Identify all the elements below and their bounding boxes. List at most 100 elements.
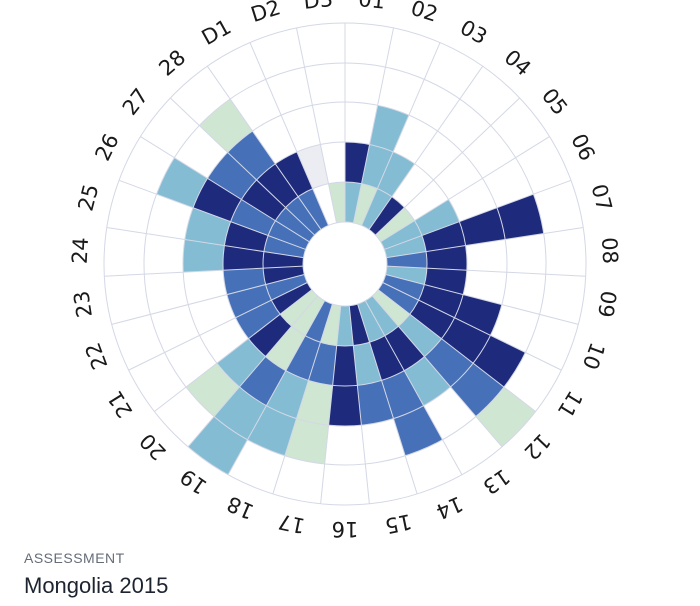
cell-16-ring-3 <box>328 385 362 426</box>
category-label-25: 25 <box>73 182 103 214</box>
cell-01-ring-1 <box>345 182 362 223</box>
category-label-21: 21 <box>103 386 138 421</box>
cell-09-ring-2 <box>424 268 467 295</box>
grid-spoke <box>118 179 306 250</box>
grid-spoke <box>364 300 463 475</box>
cell-25-ring-1 <box>263 235 306 258</box>
cell-07-ring-3 <box>459 207 506 246</box>
category-label-D3: D3 <box>302 0 334 14</box>
category-label-11: 11 <box>553 386 588 421</box>
category-label-08: 08 <box>597 237 622 265</box>
cell-02-ring-3 <box>369 105 409 152</box>
grid-spoke <box>249 42 329 226</box>
cell-10-ring-3 <box>454 294 502 336</box>
cell-17-ring-3 <box>296 380 333 426</box>
grid-spoke <box>169 97 315 236</box>
grid-spoke <box>382 282 562 371</box>
cell-11-ring-3 <box>441 317 491 364</box>
grid-spoke <box>154 289 313 412</box>
cell-24-ring-2 <box>222 245 264 271</box>
category-label-13: 13 <box>479 464 515 499</box>
grid-spoke <box>348 305 370 504</box>
grid-spoke <box>295 27 338 223</box>
cell-06-ring-1 <box>380 220 422 250</box>
category-label-20: 20 <box>135 429 171 465</box>
cell-10-ring-1 <box>382 274 425 301</box>
category-label-16: 16 <box>332 517 359 540</box>
category-label-D2: D2 <box>248 0 283 27</box>
cell-22-ring-1 <box>265 274 308 301</box>
grid-spoke <box>385 274 579 325</box>
cell-10-ring-2 <box>418 284 464 318</box>
cell-19-ring-3 <box>239 356 286 406</box>
cell-D1-ring-2 <box>275 151 313 197</box>
cell-19-ring-1 <box>291 295 325 336</box>
category-label-18: 18 <box>223 491 257 524</box>
cell-04-ring-1 <box>368 196 405 236</box>
category-label-01: 01 <box>357 0 386 14</box>
cell-11-ring-4 <box>473 335 526 388</box>
cell-18-ring-3 <box>266 370 309 419</box>
cell-26-ring-4 <box>156 157 208 208</box>
grid-spoke <box>368 65 484 230</box>
cell-09-ring-1 <box>385 266 427 285</box>
cell-12-ring-3 <box>424 338 474 387</box>
grid-spoke <box>371 295 503 448</box>
cell-27-ring-1 <box>275 207 315 242</box>
cell-28-ring-3 <box>227 131 276 180</box>
cell-17-ring-1 <box>320 304 341 346</box>
category-label-12: 12 <box>519 429 555 465</box>
cell-15-ring-1 <box>349 304 370 346</box>
grid-spoke <box>357 303 418 495</box>
cell-16-ring-1 <box>336 305 354 346</box>
cell-17-ring-2 <box>308 342 337 386</box>
cell-08-ring-2 <box>426 245 467 271</box>
cell-06-ring-2 <box>414 199 460 236</box>
grid-spoke <box>106 227 304 259</box>
cell-23-ring-1 <box>263 266 305 285</box>
cell-03-ring-2 <box>377 151 415 197</box>
cell-28-ring-2 <box>256 163 299 208</box>
cell-25-ring-3 <box>184 207 231 246</box>
cell-24-ring-3 <box>183 239 225 273</box>
cell-20-ring-1 <box>280 289 318 327</box>
cell-08-ring-1 <box>386 251 428 269</box>
cell-12-ring-4 <box>450 363 504 417</box>
cell-25-ring-2 <box>224 221 269 252</box>
category-label-23: 23 <box>69 289 97 319</box>
grid-spoke <box>206 65 322 230</box>
cell-D3-ring-1 <box>328 182 345 223</box>
cell-07-ring-2 <box>421 221 466 252</box>
cell-11-ring-1 <box>378 282 419 315</box>
category-label-10: 10 <box>578 339 610 372</box>
cell-24-ring-1 <box>263 251 304 269</box>
cell-20-ring-3 <box>216 338 266 387</box>
grid-spoke <box>386 227 584 259</box>
cell-26-ring-1 <box>268 220 310 250</box>
category-label-02: 02 <box>408 0 441 27</box>
grid-spoke <box>375 97 521 236</box>
chart-grid <box>103 22 587 506</box>
cell-12-ring-5 <box>475 387 536 447</box>
grid-spoke <box>227 300 326 475</box>
cell-D1-ring-1 <box>298 188 329 230</box>
cell-23-ring-2 <box>223 268 266 295</box>
cell-21-ring-1 <box>271 282 312 315</box>
cell-05-ring-1 <box>375 207 415 242</box>
category-label-04: 04 <box>500 45 536 81</box>
cell-16-ring-2 <box>332 345 358 386</box>
cell-20-ring-4 <box>186 363 240 417</box>
grid-ring-0 <box>302 221 388 307</box>
grid-spoke <box>361 42 441 226</box>
grid-spoke <box>128 282 308 371</box>
cell-26-ring-2 <box>230 199 276 236</box>
grid-spoke <box>187 295 319 448</box>
caption-label: ASSESSMENT <box>24 550 125 566</box>
cell-14-ring-3 <box>381 370 424 419</box>
cell-13-ring-1 <box>365 295 399 336</box>
cell-D2-ring-2 <box>296 144 329 189</box>
category-label-07: 07 <box>587 182 617 214</box>
grid-spoke <box>386 265 586 277</box>
cell-27-ring-2 <box>241 179 286 221</box>
category-label-26: 26 <box>90 130 123 165</box>
